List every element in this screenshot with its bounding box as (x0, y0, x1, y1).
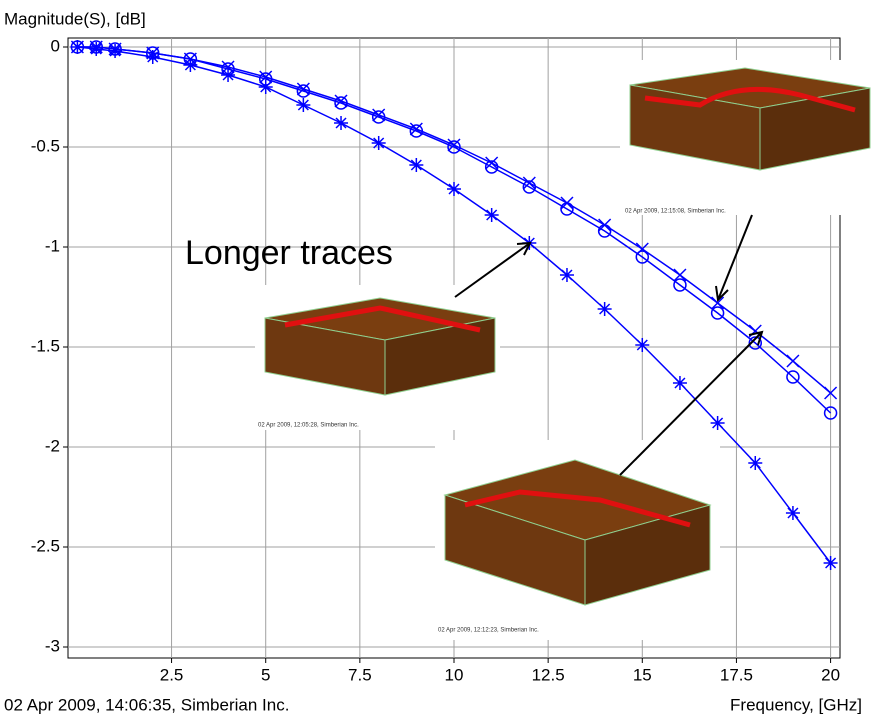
y-tick-label: -3 (45, 636, 60, 655)
x-tick-label: 10 (445, 665, 464, 684)
inset-caption: 02 Apr 2009, 12:12:23, Simberian Inc. (438, 628, 539, 634)
y-tick-label: -2.5 (31, 536, 60, 555)
x-tick-label: 2.5 (160, 665, 184, 684)
x-axis-label: Frequency, [GHz] (730, 695, 862, 714)
data-point (711, 416, 725, 430)
data-point (485, 208, 499, 222)
data-point (748, 456, 762, 470)
x-tick-label: 5 (261, 665, 270, 684)
x-tick-label: 20 (821, 665, 840, 684)
x-tick-label: 12.5 (532, 665, 565, 684)
data-point (447, 182, 461, 196)
chart: Magnitude(S), [dB] 02 Apr 2009, 14:06:35… (0, 0, 880, 720)
data-point (824, 556, 838, 570)
inset-caption: 02 Apr 2009, 12:15:08, Simberian Inc. (625, 209, 726, 215)
data-point (673, 376, 687, 390)
data-point (296, 98, 310, 112)
x-tick-label: 17.5 (720, 665, 753, 684)
y-tick-label: -1 (45, 236, 60, 255)
inset-caption: 02 Apr 2009, 12:05:28, Simberian Inc. (258, 423, 359, 429)
x-tick-label: 15 (633, 665, 652, 684)
y-tick-label: -2 (45, 436, 60, 455)
data-point (409, 158, 423, 172)
data-point (334, 116, 348, 130)
data-point (598, 302, 612, 316)
y-tick-label: -1.5 (31, 336, 60, 355)
annotation: Longer traces (185, 234, 393, 272)
x-tick-label: 7.5 (348, 665, 372, 684)
y-tick-label: 0 (51, 36, 60, 55)
y-axis-label: Magnitude(S), [dB] (4, 9, 146, 28)
data-point (560, 268, 574, 282)
footnote: 02 Apr 2009, 14:06:35, Simberian Inc. (4, 695, 289, 714)
y-tick-label: -0.5 (31, 136, 60, 155)
data-point (372, 136, 386, 150)
data-point (786, 506, 800, 520)
data-point (635, 338, 649, 352)
